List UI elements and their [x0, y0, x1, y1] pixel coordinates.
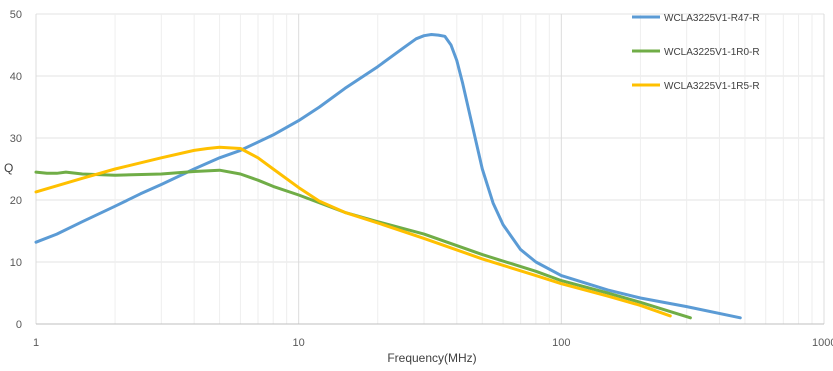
y-tick-label: 50	[10, 9, 22, 21]
y-tick-label: 10	[10, 257, 22, 269]
legend-label-2: WCLA3225V1-1R0-R	[664, 47, 760, 58]
y-tick-label: 30	[10, 133, 22, 145]
x-axis-ticks: 1 10 100 1000	[33, 337, 833, 349]
legend-label-3: WCLA3225V1-1R5-R	[664, 81, 760, 92]
x-tick-label: 1000	[812, 337, 833, 349]
legend-label-1: WCLA3225V1-R47-R	[664, 13, 760, 24]
grid-lines	[35, 13, 825, 324]
y-tick-label: 40	[10, 71, 22, 83]
x-axis-label: Frequency(MHz)	[387, 351, 476, 365]
legend: WCLA3225V1-R47-R WCLA3225V1-1R0-R WCLA3225…	[632, 13, 760, 92]
y-tick-label: 20	[10, 195, 22, 207]
series-lines	[34, 33, 742, 320]
series-line-3	[34, 145, 672, 318]
x-tick-label: 100	[552, 337, 570, 349]
y-tick-label: 0	[16, 319, 22, 331]
series-line-1	[34, 33, 742, 320]
y-axis-ticks: 0 10 20 30 40 50	[10, 9, 22, 331]
y-axis-label: Q	[4, 161, 13, 175]
series-line-2	[34, 168, 692, 320]
x-tick-label: 1	[33, 337, 39, 349]
x-tick-label: 10	[293, 337, 305, 349]
